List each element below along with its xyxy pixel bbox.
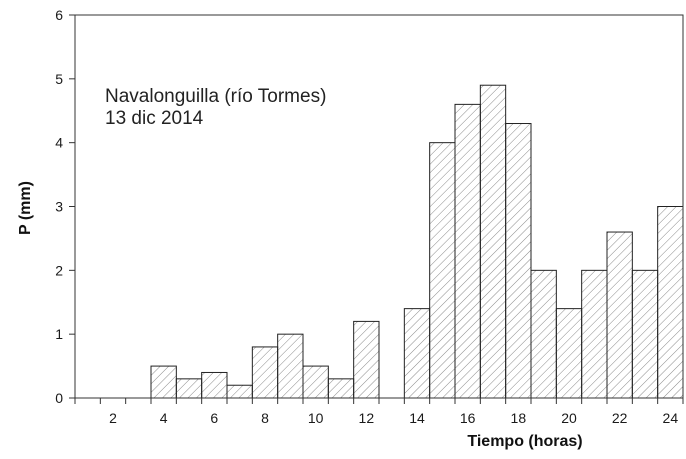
y-tick-label: 2 [55,262,63,278]
y-tick-label: 0 [55,390,63,406]
bar-hour-15 [429,142,456,399]
bar-hour-14 [403,308,431,399]
bar-hour-20 [555,308,583,399]
y-axis-title: P (mm) [17,181,34,235]
x-tick-label: 8 [261,410,269,426]
x-tick-label: 4 [160,410,168,426]
bar-hour-9 [277,333,304,399]
bar-hour-8 [251,346,279,399]
bars-layer [150,84,684,399]
bar-hour-21 [581,269,608,399]
annotation-date: 13 dic 2014 [105,108,204,129]
y-tick-label: 4 [55,135,63,151]
y-axis: 0 1 2 3 4 5 6 [55,7,75,406]
annotation-station: Navalonguilla (río Tormes) [105,86,326,107]
y-tick-label: 1 [55,326,63,342]
bar-hour-18 [505,123,532,399]
y-tick-label: 6 [55,7,63,23]
x-tick-label: 6 [210,410,218,426]
x-tick-label: 20 [561,410,577,426]
x-axis-title: Tiempo (horas) [467,433,582,450]
x-tick-label: 10 [308,410,324,426]
bar-hour-4 [150,365,177,399]
x-tick-label: 24 [663,410,679,426]
x-tick-label: 12 [359,410,375,426]
x-tick-label: 18 [511,410,527,426]
bar-hour-11 [327,378,355,399]
bar-hour-19 [530,269,557,399]
x-tick-label: 2 [109,410,117,426]
bar-hour-7 [226,384,253,399]
bar-hour-22 [606,231,633,399]
bar-hour-12 [353,320,380,399]
x-tick-label: 14 [409,410,425,426]
bar-hour-16 [454,103,481,399]
y-tick-label: 3 [55,199,63,215]
x-tick-label: 16 [460,410,476,426]
bar-hour-24 [657,206,684,399]
x-axis: 2 4 6 8 10 12 14 16 18 20 22 24 [74,398,684,426]
bar-hour-10 [302,365,329,399]
y-tick-label: 5 [55,71,63,87]
bar-hour-23 [631,269,659,399]
bar-hour-5 [175,378,203,399]
x-tick-label: 22 [612,410,628,426]
bar-hour-6 [201,371,228,399]
bar-hour-17 [479,84,507,399]
